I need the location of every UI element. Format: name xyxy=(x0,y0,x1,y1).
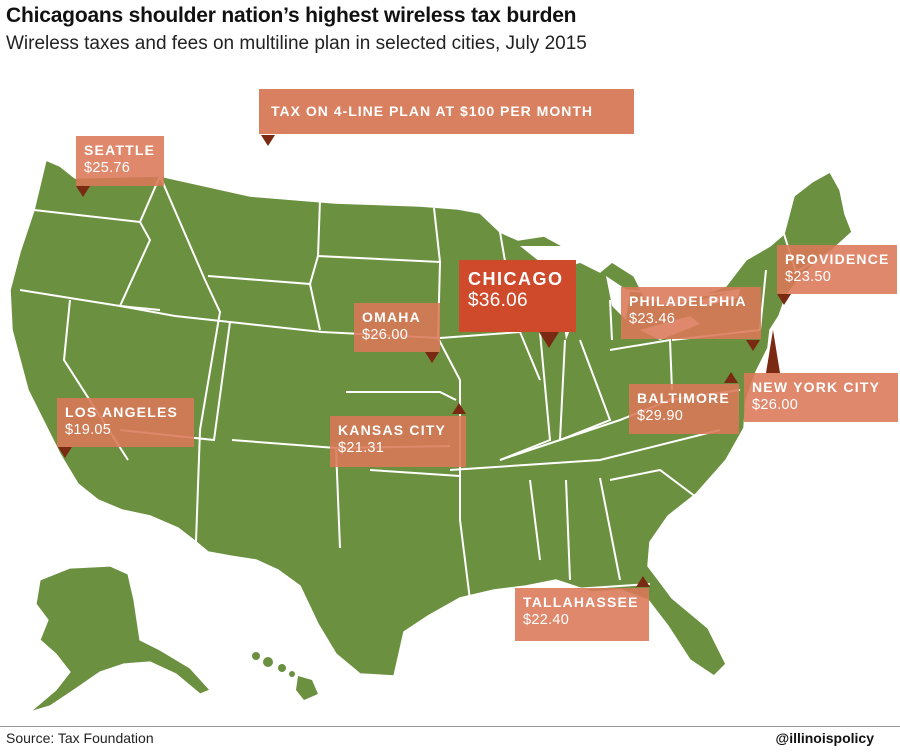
city-name: LOS ANGELES xyxy=(65,404,179,420)
city-value: $22.40 xyxy=(523,612,570,628)
pointer-tallahassee xyxy=(636,576,650,587)
hawaii-shape xyxy=(252,652,318,700)
pointer-legend xyxy=(261,135,275,146)
city-label-omaha: OMAHA $26.00 xyxy=(354,303,440,352)
city-label-chicago: CHICAGO $36.06 xyxy=(459,260,576,332)
chart-title: Chicagoans shoulder nation’s highest wir… xyxy=(6,4,577,27)
city-label-new-york-city: NEW YORK CITY $26.00 xyxy=(744,373,898,422)
pointer-los-angeles xyxy=(58,447,72,458)
pointer-new-york-city xyxy=(766,330,780,373)
city-name: SEATTLE xyxy=(84,142,156,158)
city-name: PROVIDENCE xyxy=(785,251,890,267)
chart-subtitle: Wireless taxes and fees on multiline pla… xyxy=(6,33,587,54)
city-value: $26.00 xyxy=(362,327,409,343)
city-value: $25.76 xyxy=(84,160,131,176)
city-value: $23.50 xyxy=(785,269,832,285)
city-name: TALLAHASSEE xyxy=(523,594,639,610)
social-handle: @illinoispolicy xyxy=(775,730,874,746)
pointer-kansas-city xyxy=(452,403,466,414)
city-label-philadelphia: PHILADELPHIA $23.46 xyxy=(621,287,761,339)
pointer-omaha xyxy=(425,352,439,363)
footer: Source: Tax Foundation @illinoispolicy xyxy=(0,726,900,754)
city-label-tallahassee: TALLAHASSEE $22.40 xyxy=(515,588,649,641)
city-name: KANSAS CITY xyxy=(338,422,447,438)
city-value: $26.00 xyxy=(752,397,799,413)
city-name: OMAHA xyxy=(362,309,421,325)
pointer-providence xyxy=(777,294,791,305)
city-label-los-angeles: LOS ANGELES $19.05 xyxy=(57,398,194,447)
city-name: CHICAGO xyxy=(468,269,564,289)
legend-label: TAX ON 4-LINE PLAN AT $100 PER MONTH xyxy=(259,89,634,134)
city-value: $23.46 xyxy=(629,311,676,327)
city-label-kansas-city: KANSAS CITY $21.31 xyxy=(330,416,466,467)
city-label-baltimore: BALTIMORE $29.90 xyxy=(629,384,739,434)
pointer-seattle xyxy=(76,186,90,197)
source-note: Source: Tax Foundation xyxy=(6,730,154,746)
pointer-marks xyxy=(58,135,791,587)
city-name: NEW YORK CITY xyxy=(752,379,881,395)
city-value: $21.31 xyxy=(338,440,385,456)
pointer-baltimore xyxy=(724,372,738,383)
city-name: BALTIMORE xyxy=(637,390,730,406)
pointer-philadelphia xyxy=(746,340,760,351)
city-value: $19.05 xyxy=(65,422,112,438)
alaska-shape xyxy=(29,565,212,713)
city-label-providence: PROVIDENCE $23.50 xyxy=(777,245,897,294)
city-value: $29.90 xyxy=(637,408,684,424)
city-name: PHILADELPHIA xyxy=(629,293,747,309)
city-label-seattle: SEATTLE $25.76 xyxy=(76,136,164,186)
pointer-chicago xyxy=(539,332,559,348)
city-value: $36.06 xyxy=(468,290,528,311)
